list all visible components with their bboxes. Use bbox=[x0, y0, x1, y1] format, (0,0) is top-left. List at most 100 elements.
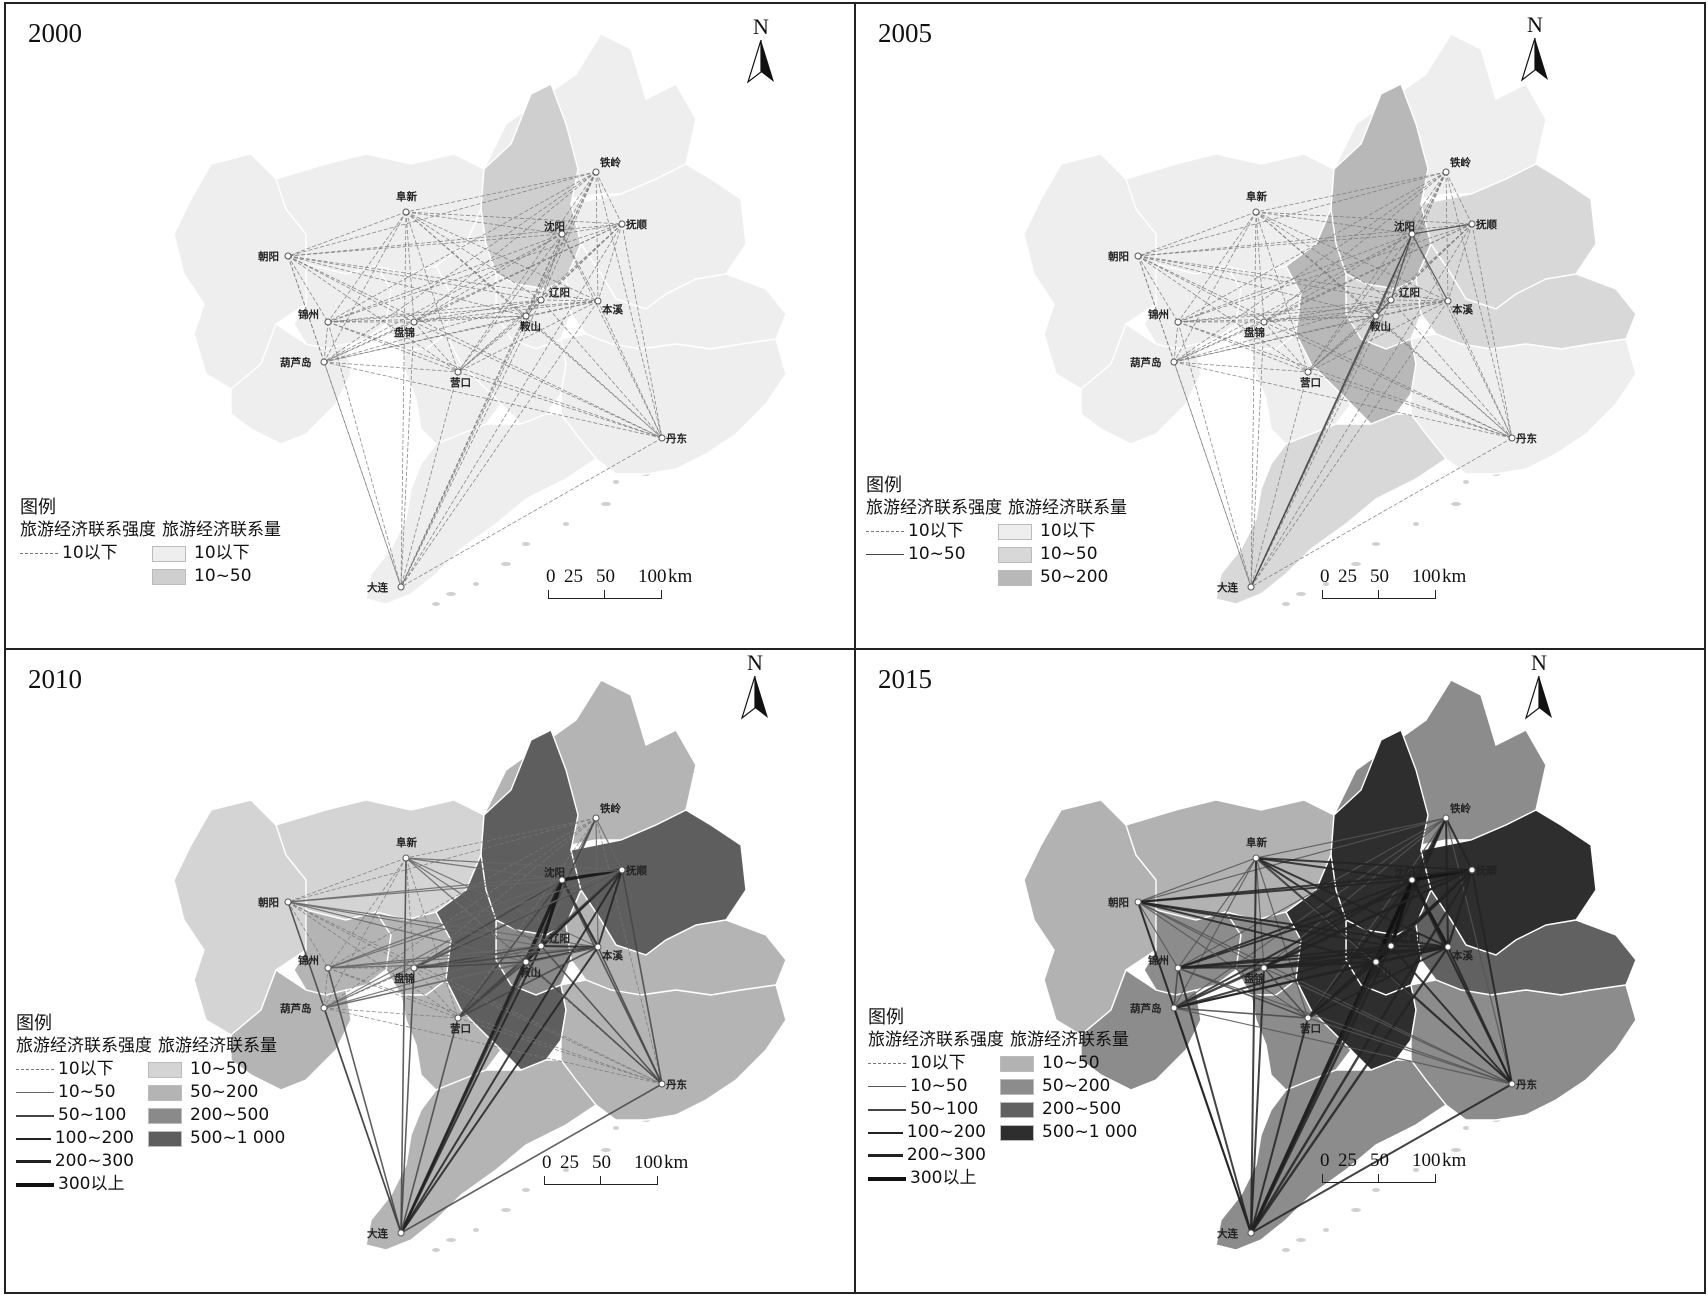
legend-line-swatch bbox=[868, 1108, 906, 1111]
city-point-benxi bbox=[1444, 943, 1452, 951]
link-shenyang-huludao bbox=[1173, 879, 1413, 1009]
tourism-links bbox=[287, 817, 663, 1234]
link-shenyang-liaoyang bbox=[540, 233, 563, 301]
city-label-shenyang: 沈阳 bbox=[544, 220, 565, 233]
link-tieling-huludao bbox=[1173, 817, 1447, 1009]
city-label-panjin: 盘锦 bbox=[394, 972, 415, 985]
link-shenyang-huludao bbox=[323, 233, 563, 363]
north-label: N bbox=[1527, 12, 1543, 37]
strength-legend-label: 100~200 bbox=[54, 1128, 134, 1148]
city-label-fuxin: 阜新 bbox=[1246, 190, 1268, 203]
link-shenyang-panjin bbox=[1263, 233, 1413, 323]
link-liaoyang-dandong bbox=[1390, 945, 1513, 1085]
strength-legend-item: 100~200 bbox=[16, 1127, 134, 1150]
volume-legend-label: 10~50 bbox=[1042, 1053, 1100, 1073]
panel-year-label: 2005 bbox=[878, 18, 932, 48]
island bbox=[1372, 542, 1380, 546]
island bbox=[1282, 1248, 1290, 1252]
link-chaoyang-yingkou bbox=[287, 901, 459, 1019]
link-jinzhou-anshan bbox=[327, 315, 527, 323]
city-label-huludao: 葫芦岛 bbox=[1130, 1002, 1162, 1015]
link-fushun-dandong bbox=[1471, 223, 1513, 439]
map-panel-2010: 2010 铁岭 阜新 沈阳 抚顺 朝阳 辽阳 本溪 锦州 盘锦 鞍山 葫芦岛 营口 丹东 大连 N 图例 旅游经济… bbox=[4, 648, 858, 1294]
link-tieling-fuxin bbox=[405, 817, 597, 859]
volume-legend-label: 200~500 bbox=[1042, 1099, 1122, 1119]
city-point-panjin bbox=[1260, 318, 1268, 326]
city-label-dandong: 丹东 bbox=[666, 1078, 687, 1091]
city-point-anshan bbox=[1372, 312, 1380, 320]
scale-bar: 0 25 50 100 km bbox=[1320, 566, 1480, 600]
strength-legend-item: 100~200 bbox=[868, 1121, 986, 1144]
volume-legend: 10~50 50~200 200~500 500~1 000 bbox=[148, 1058, 285, 1196]
strength-legend-item: 200~300 bbox=[16, 1150, 134, 1173]
scale-label: 25 bbox=[560, 1152, 579, 1173]
strength-header: 旅游经济联系强度 bbox=[868, 1030, 1004, 1050]
volume-legend-label: 200~500 bbox=[190, 1105, 270, 1125]
link-shenyang-fushun bbox=[561, 223, 623, 235]
strength-legend-label: 10~50 bbox=[910, 1076, 968, 1096]
scale-label: 100 bbox=[634, 1152, 663, 1173]
link-panjin-dalian bbox=[400, 321, 415, 588]
link-liaoyang-dalian bbox=[400, 299, 542, 588]
island bbox=[473, 1228, 479, 1232]
link-shenyang-dalian bbox=[400, 233, 563, 588]
volume-legend-label: 10~50 bbox=[194, 566, 252, 586]
link-jinzhou-dandong bbox=[327, 321, 663, 439]
volume-legend-label: 10以下 bbox=[1040, 521, 1096, 541]
city-point-yingkou bbox=[454, 368, 462, 376]
link-tieling-yingkou bbox=[1307, 171, 1447, 373]
link-benxi-huludao bbox=[1173, 300, 1449, 363]
tourism-links bbox=[1137, 817, 1513, 1234]
scale-label: 50 bbox=[596, 566, 615, 587]
legend-line-swatch bbox=[16, 1160, 51, 1163]
strength-legend-item: 10以下 bbox=[866, 520, 984, 543]
city-label-jinzhou: 锦州 bbox=[1148, 954, 1169, 967]
link-fushun-dalian bbox=[1249, 869, 1474, 1234]
legend-fill-swatch bbox=[148, 1084, 182, 1101]
link-anshan-yingkou bbox=[1307, 961, 1377, 1019]
link-anshan-dandong bbox=[525, 315, 663, 439]
city-point-fushun bbox=[1468, 866, 1476, 874]
region-dandong bbox=[560, 979, 787, 1121]
link-anshan-dandong bbox=[1375, 315, 1513, 439]
city-label-benxi: 本溪 bbox=[602, 303, 623, 316]
city-label-chaoyang: 朝阳 bbox=[258, 896, 279, 909]
link-tieling-benxi bbox=[595, 171, 599, 302]
city-label-panjin: 盘锦 bbox=[1244, 972, 1265, 985]
volume-legend: 10以下 10~50 50~200 bbox=[998, 520, 1108, 589]
link-anshan-huludao bbox=[323, 961, 527, 1009]
link-fuxin-chaoyang bbox=[1137, 857, 1257, 903]
strength-header: 旅游经济联系强度 bbox=[16, 1036, 152, 1056]
scale-label: km bbox=[1442, 1150, 1467, 1171]
link-huludao-yingkou bbox=[323, 361, 459, 373]
legend-fill-swatch bbox=[998, 569, 1032, 586]
city-label-chaoyang: 朝阳 bbox=[258, 250, 279, 263]
volume-legend-label: 10~50 bbox=[1040, 544, 1098, 564]
link-jinzhou-yingkou bbox=[1177, 321, 1309, 373]
link-panjin-dalian bbox=[400, 967, 415, 1234]
city-point-dalian bbox=[1247, 583, 1255, 591]
city-label-huludao: 葫芦岛 bbox=[280, 356, 312, 369]
link-jinzhou-dalian bbox=[327, 967, 402, 1234]
link-jinzhou-dalian bbox=[1177, 321, 1252, 588]
link-tieling-yingkou bbox=[1307, 817, 1447, 1019]
coast-islands bbox=[1282, 472, 1500, 606]
city-label-shenyang: 沈阳 bbox=[1394, 220, 1415, 233]
scale-label: km bbox=[1442, 566, 1467, 587]
link-liaoyang-dandong bbox=[540, 299, 663, 439]
link-tieling-huludao bbox=[323, 817, 597, 1009]
legend-title: 图例 bbox=[868, 1007, 904, 1028]
city-point-dandong bbox=[1508, 434, 1516, 442]
link-jinzhou-huludao bbox=[1173, 967, 1179, 1009]
link-liaoyang-yingkou bbox=[457, 299, 542, 373]
link-liaoyang-huludao bbox=[323, 299, 542, 363]
city-label-tieling: 铁岭 bbox=[1450, 802, 1472, 815]
city-point-anshan bbox=[522, 312, 530, 320]
island bbox=[1351, 1208, 1361, 1212]
city-point-dalian bbox=[397, 1229, 405, 1237]
city-label-dalian: 大连 bbox=[367, 1227, 388, 1240]
link-liaoyang-dandong bbox=[1390, 299, 1513, 439]
